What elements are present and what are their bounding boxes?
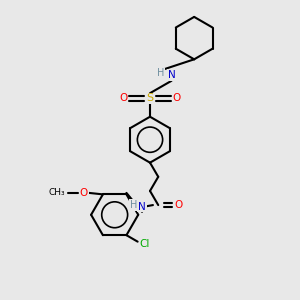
Text: H: H (157, 68, 164, 78)
Text: N: N (168, 70, 176, 80)
Text: CH₃: CH₃ (49, 188, 65, 197)
Text: O: O (175, 200, 183, 210)
Text: O: O (119, 94, 128, 103)
Text: Cl: Cl (140, 239, 150, 249)
Text: S: S (146, 94, 154, 103)
Text: N: N (138, 202, 146, 212)
Text: O: O (80, 188, 88, 198)
Text: H: H (130, 200, 137, 210)
Text: O: O (172, 94, 181, 103)
